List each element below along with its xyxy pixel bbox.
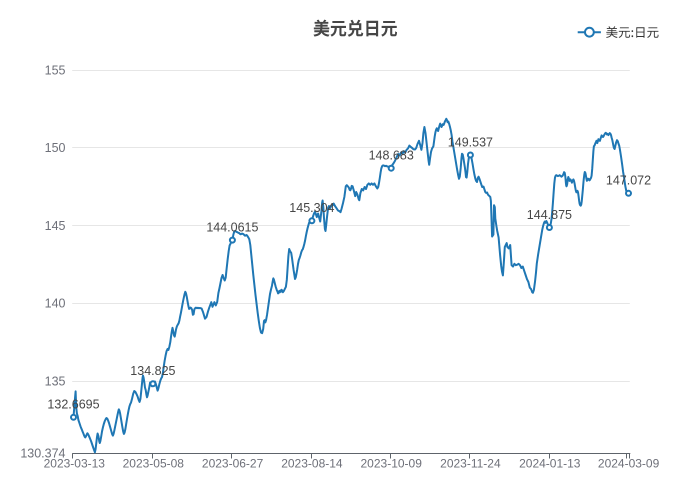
svg-text:147.072: 147.072 <box>606 174 651 188</box>
svg-text:144.0615: 144.0615 <box>206 221 258 235</box>
svg-text:2023-11-24: 2023-11-24 <box>440 457 501 471</box>
svg-text:149.537: 149.537 <box>448 135 493 149</box>
svg-text:155: 155 <box>45 63 66 77</box>
svg-text:2023-06-27: 2023-06-27 <box>202 457 264 471</box>
svg-text:140: 140 <box>45 297 66 311</box>
svg-text:134.825: 134.825 <box>130 364 175 378</box>
svg-text:130.374: 130.374 <box>20 446 65 460</box>
svg-text:145: 145 <box>45 219 66 233</box>
svg-text:2023-08-14: 2023-08-14 <box>281 457 343 471</box>
svg-text:148.683: 148.683 <box>369 149 414 163</box>
svg-text:150: 150 <box>45 141 66 155</box>
svg-text:2023-10-09: 2023-10-09 <box>361 457 423 471</box>
svg-text:132.6695: 132.6695 <box>47 398 99 412</box>
svg-text:145.304: 145.304 <box>289 201 334 215</box>
svg-text:2023-05-08: 2023-05-08 <box>123 457 185 471</box>
svg-text:144.875: 144.875 <box>527 208 572 222</box>
svg-text:2023-03-13: 2023-03-13 <box>44 457 106 471</box>
svg-text:2024-03-09: 2024-03-09 <box>598 457 660 471</box>
svg-text:135: 135 <box>45 374 66 388</box>
svg-text:2024-01-13: 2024-01-13 <box>519 457 581 471</box>
